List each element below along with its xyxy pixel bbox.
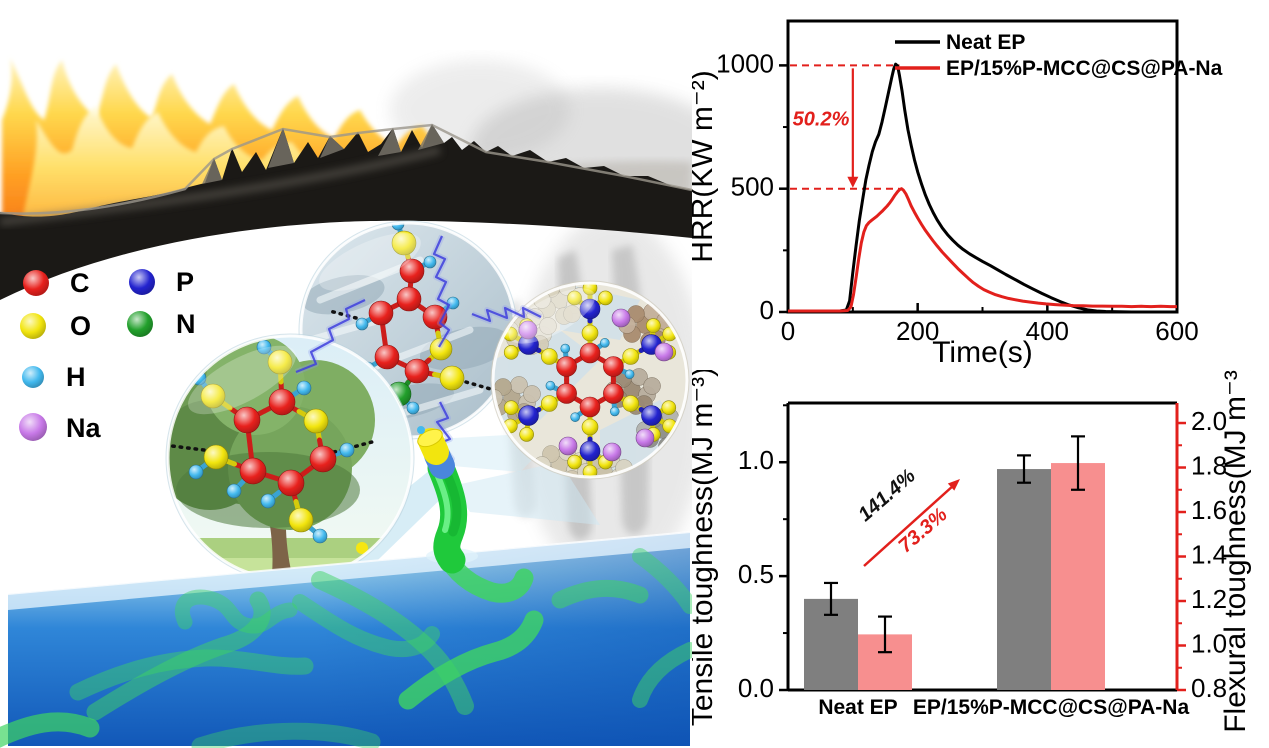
oxygen-ball-icon — [20, 313, 46, 339]
svg-text:0: 0 — [760, 295, 774, 325]
char-layer — [0, 123, 693, 300]
svg-text:Neat EP: Neat EP — [946, 31, 1025, 54]
polymer-chains — [0, 546, 698, 748]
svg-text:Time(s): Time(s) — [932, 336, 1033, 369]
nitrogen-ball-icon — [127, 311, 153, 337]
svg-text:EP/15%P-MCC@CS@PA-Na: EP/15%P-MCC@CS@PA-Na — [913, 696, 1190, 719]
svg-text:400: 400 — [1026, 316, 1069, 346]
svg-text:600: 600 — [1155, 316, 1198, 346]
legend-label-o: O — [70, 311, 91, 341]
svg-text:1.4: 1.4 — [1191, 539, 1227, 569]
svg-text:1.0: 1.0 — [1191, 628, 1227, 658]
coated-mcc-rod — [417, 426, 468, 574]
scene-illustration: C P O N H Na — [0, 58, 730, 748]
scene-illustration-pane: C P O N H Na — [0, 58, 730, 748]
legend-label-c: C — [70, 268, 90, 298]
svg-text:2.0: 2.0 — [1191, 406, 1227, 436]
hrr-line-chart: 0 500 1000 0 200 400 600 Time(s) HRR(KW m⁻²) 50.2… — [692, 19, 1223, 369]
legend-label-h: H — [66, 362, 86, 392]
svg-text:0.0: 0.0 — [738, 673, 774, 703]
cellulose-source-circle — [165, 333, 415, 583]
carbon-ball-icon — [23, 270, 49, 296]
phytic-acid-molecule — [503, 283, 677, 477]
svg-text:HRR(KW m⁻²): HRR(KW m⁻²) — [692, 70, 719, 262]
svg-text:1.6: 1.6 — [1191, 495, 1227, 525]
svg-text:Tensile toughness(MJ m⁻³): Tensile toughness(MJ m⁻³) — [692, 370, 719, 726]
legend-label-p: P — [176, 267, 194, 297]
svg-text:200: 200 — [896, 316, 939, 346]
charts-pane: 0 500 1000 0 200 400 600 Time(s) HRR(KW m⁻²) 50.2… — [692, 0, 1269, 748]
toughness-bar-chart: 0.0 0.5 1.0 0.8 1.0 1.2 1.4 1.6 1.8 2.0 Tensile to… — [692, 370, 1252, 733]
svg-text:141.4%: 141.4% — [854, 465, 920, 526]
svg-text:Flexural toughness(MJ m⁻³): Flexural toughness(MJ m⁻³) — [1219, 370, 1252, 733]
cellulose-molecule — [170, 339, 374, 544]
epoxy-matrix-water — [0, 531, 698, 748]
sodium-ball-icon — [19, 413, 47, 441]
atom-legend: C P O N H Na — [19, 267, 196, 443]
svg-text:0.5: 0.5 — [738, 559, 774, 589]
phosphorus-ball-icon — [129, 269, 155, 295]
hydrogen-ball-icon — [22, 366, 44, 388]
svg-text:0.8: 0.8 — [1191, 673, 1227, 703]
svg-text:1.0: 1.0 — [738, 445, 774, 475]
sun-icon — [356, 542, 368, 554]
legend-label-na: Na — [66, 413, 101, 443]
svg-text:50.2%: 50.2% — [793, 108, 850, 130]
svg-text:Neat EP: Neat EP — [818, 696, 897, 719]
svg-text:EP/15%P-MCC@CS@PA-Na: EP/15%P-MCC@CS@PA-Na — [946, 57, 1223, 80]
svg-text:1000: 1000 — [716, 48, 774, 78]
svg-text:1.2: 1.2 — [1191, 584, 1227, 614]
legend-label-n: N — [176, 309, 196, 339]
svg-text:0: 0 — [781, 316, 795, 346]
svg-text:1.8: 1.8 — [1191, 450, 1227, 480]
svg-text:500: 500 — [731, 172, 774, 202]
